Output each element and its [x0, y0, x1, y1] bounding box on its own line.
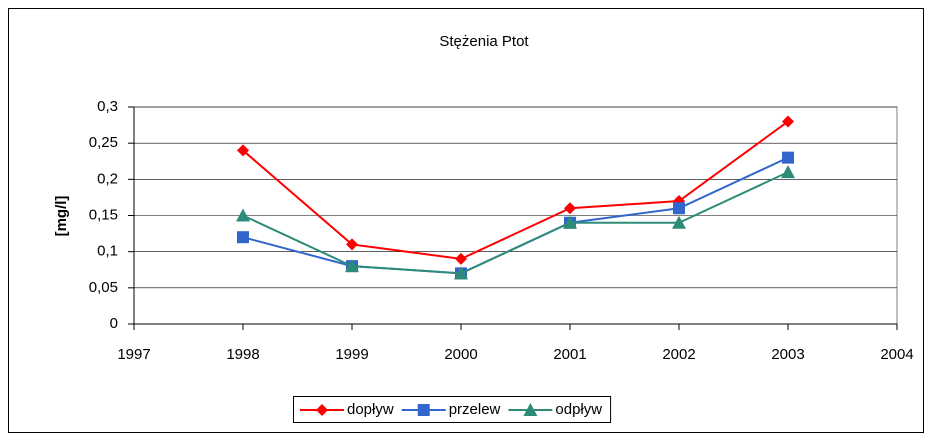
- marker: [563, 215, 577, 229]
- y-tick-label: 0,1: [97, 243, 118, 260]
- y-tick-label: 0,2: [97, 170, 118, 187]
- legend-label: przelew: [449, 401, 501, 418]
- x-tick-label: 2003: [771, 346, 804, 363]
- chart-title: Stężenia Ptot: [439, 33, 529, 50]
- x-tick-label: 1998: [226, 346, 259, 363]
- marker: [672, 215, 686, 229]
- marker: [346, 238, 358, 251]
- series-line: [242, 120, 789, 260]
- x-tick-label: 1997: [117, 346, 150, 363]
- y-tick-label: 0,15: [89, 206, 118, 223]
- marker: [455, 252, 467, 265]
- series-line: [242, 171, 789, 275]
- y-tick-label: 0,3: [97, 98, 118, 115]
- x-tick-label: 2000: [444, 346, 477, 363]
- marker: [454, 266, 468, 280]
- marker: [236, 208, 250, 222]
- legend-marker: [316, 404, 328, 416]
- x-tick-label: 2004: [880, 346, 913, 363]
- marker: [564, 202, 576, 215]
- chart-border: [8, 8, 924, 433]
- legend-box: [293, 396, 612, 423]
- marker: [345, 259, 359, 273]
- y-axis-label: [mg/l]: [53, 196, 70, 237]
- legend: dopływ przelew odpływ: [293, 396, 612, 423]
- legend-label: odpływ: [555, 401, 602, 418]
- marker: [237, 231, 249, 244]
- legend-marker: [523, 403, 538, 416]
- x-tick-label: 2001: [553, 346, 586, 363]
- marker: [782, 115, 794, 128]
- marker: [237, 144, 249, 157]
- x-tick-label: 2002: [662, 346, 695, 363]
- legend-label: dopływ: [347, 401, 394, 418]
- x-tick-label: 1999: [335, 346, 368, 363]
- marker: [673, 202, 685, 215]
- y-tick-label: 0,25: [89, 134, 118, 151]
- marker: [781, 165, 795, 179]
- y-tick-label: 0,05: [89, 279, 118, 296]
- marker: [782, 151, 794, 164]
- legend-marker: [417, 404, 430, 416]
- y-tick-label: 0: [110, 315, 118, 332]
